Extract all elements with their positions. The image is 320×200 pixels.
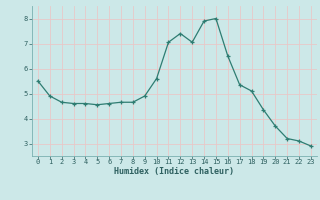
X-axis label: Humidex (Indice chaleur): Humidex (Indice chaleur) (115, 167, 234, 176)
